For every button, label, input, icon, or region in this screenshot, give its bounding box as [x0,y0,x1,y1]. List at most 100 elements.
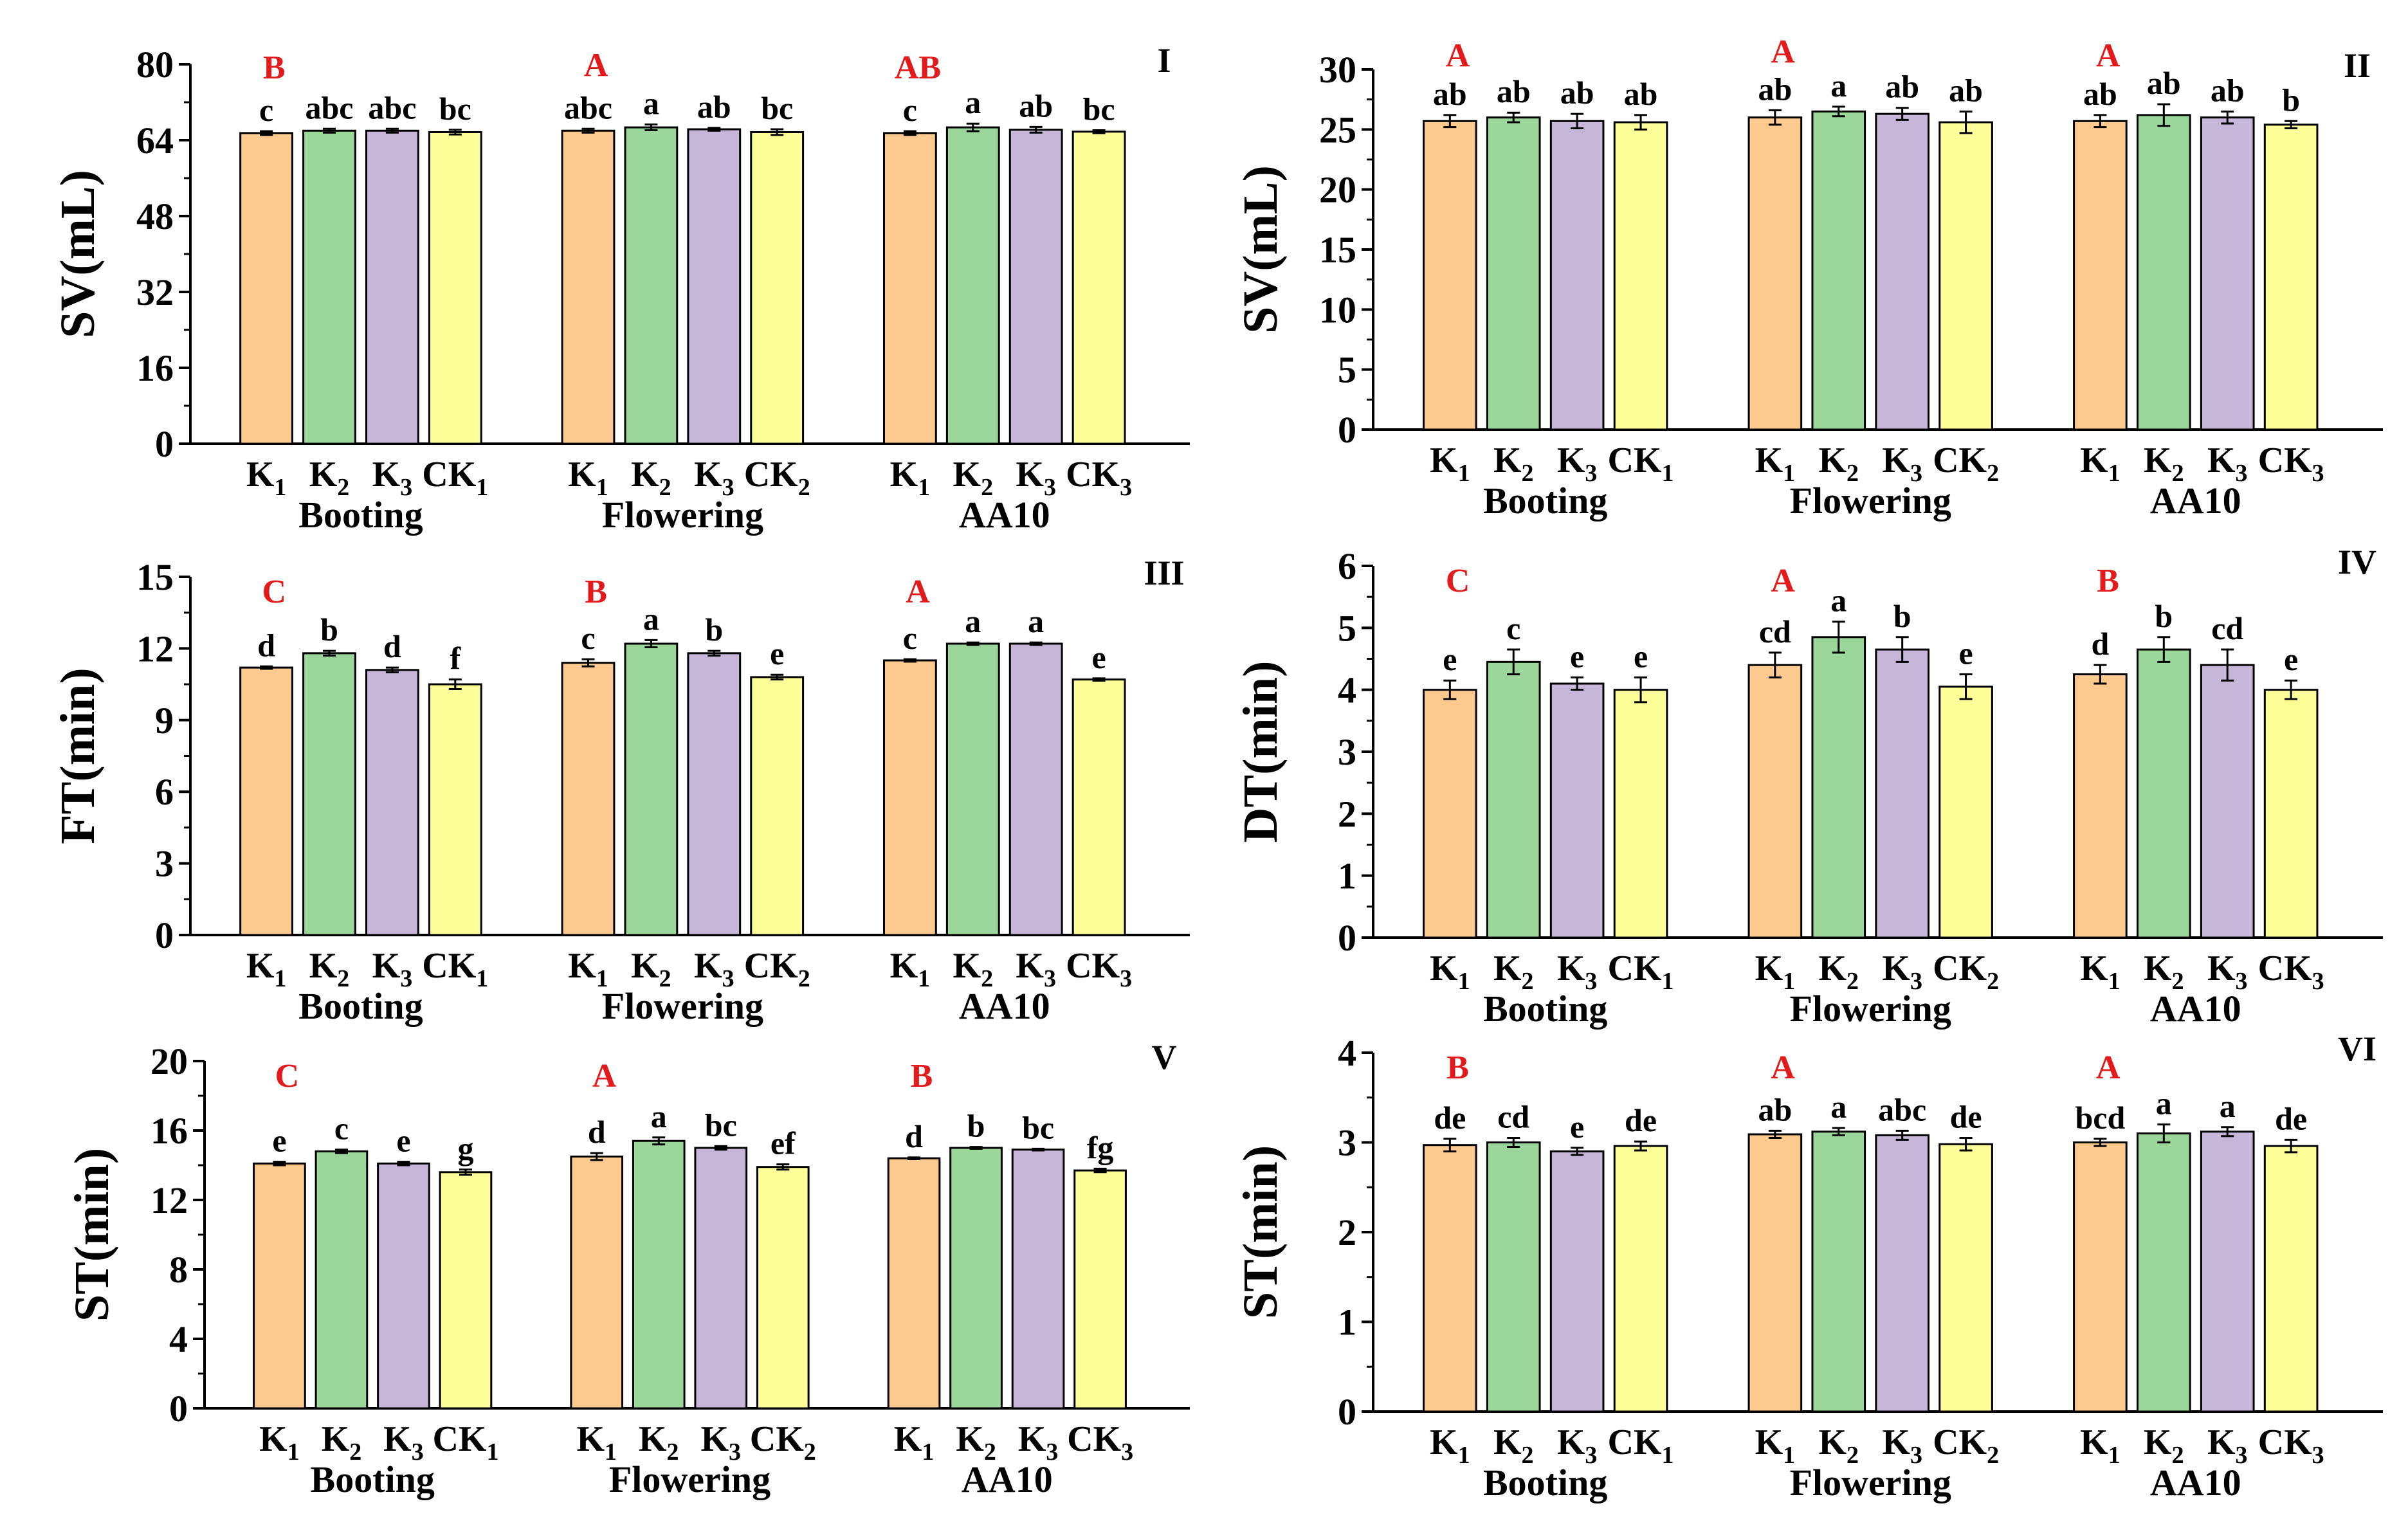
significance-letter: a [2156,1085,2172,1122]
y-tick-label: 4 [1338,669,1356,711]
category-label: K1 [1430,949,1470,995]
bar-booting-1 [239,666,294,936]
y-axis-title: ST(min) [65,1148,119,1322]
category-label: CK2 [744,946,810,992]
significance-letter: g [457,1131,473,1167]
category-label: K1 [2080,441,2121,487]
y-tick-label: 4 [169,1318,188,1360]
panel-id-label: II [2344,46,2371,85]
category-label: K2 [2144,949,2184,995]
bar-flowering-2 [624,126,679,445]
panel-id-label: I [1157,41,1171,80]
y-tick-label: 10 [1319,289,1356,331]
group-significance-letter: A [1446,37,1470,74]
significance-letter: a [965,603,981,639]
bar-flowering-4 [750,131,805,445]
bar-booting-4 [1613,1145,1668,1413]
y-tick-label: 16 [150,1110,188,1152]
bar-flowering-3 [687,652,742,936]
significance-letter: cd [1759,613,1791,649]
bar-booting-2 [315,1150,369,1410]
y-tick-label: 6 [1338,545,1356,587]
panel-I: 01632486480SV(mL)IcK1abcK2abcK3bcCK1Boot… [51,41,1190,536]
panel-id-label: V [1152,1038,1177,1076]
significance-letter: e [770,635,784,671]
category-label: CK3 [2258,1422,2324,1469]
category-label: K2 [953,946,994,992]
significance-letter: bc [705,1107,737,1143]
bar-flowering-4 [1938,121,1993,431]
category-label: K3 [1882,949,1922,995]
bar-flowering-3 [1875,648,1930,939]
group-significance-letter: A [1771,1049,1795,1086]
y-tick-label: 20 [150,1040,188,1082]
group-significance-letter: B [1446,1049,1469,1086]
bar-booting-2 [1486,660,1541,939]
significance-letter: a [1830,68,1847,104]
bar-flowering-1 [1747,664,1803,939]
significance-letter: bc [439,91,471,127]
y-tick-label: 1 [1338,1302,1356,1343]
category-label: CK1 [422,455,488,501]
bar-flowering-4 [1938,1143,1993,1413]
category-label: K3 [1018,1419,1059,1466]
category-label: CK1 [422,946,488,992]
significance-letter: e [1443,641,1457,677]
y-tick-label: 80 [136,44,174,86]
category-label: CK3 [2258,441,2324,487]
bar-flowering-3 [687,128,742,445]
bar-flowering-1 [561,662,616,936]
bar-flowering-4 [1938,686,1993,939]
category-label: K2 [1818,949,1859,995]
category-label: K1 [2080,1422,2121,1469]
significance-letter: de [2275,1100,2307,1136]
y-tick-label: 9 [155,700,174,741]
significance-letter: d [257,627,275,663]
category-label: CK2 [750,1419,816,1466]
significance-letter: e [1570,638,1584,674]
significance-letter: a [643,86,659,122]
category-label: K2 [956,1419,996,1466]
panel-II: 051015202530SV(mL)IIabK1abK2abK3abCK1Boo… [1234,34,2383,522]
group-significance-letter: A [906,574,930,610]
significance-letter: c [334,1111,349,1147]
group-significance-letter: C [1446,563,1470,599]
group-label-aa10: AA10 [959,494,1050,536]
group-significance-letter: AB [895,50,941,86]
significance-letter: d [588,1114,606,1150]
y-axis-title: SV(mL) [1234,165,1288,334]
significance-letter: a [1028,603,1044,639]
bar-flowering-3 [1875,113,1930,431]
category-label: K3 [1016,455,1056,501]
category-label: CK3 [1067,1419,1133,1466]
category-label: K3 [700,1419,741,1466]
y-tick-label: 5 [1338,607,1356,649]
category-label: K3 [1557,1422,1598,1469]
group-label-flowering: Flowering [1790,480,1951,522]
category-label: CK2 [1933,949,1999,995]
significance-letter: bc [761,90,793,126]
significance-letter: bc [1022,1109,1054,1145]
category-label: CK1 [1608,949,1674,995]
bar-booting-3 [377,1162,430,1410]
y-tick-label: 12 [150,1179,188,1221]
category-label: K1 [890,946,931,992]
category-label: CK3 [1066,455,1132,501]
bar-booting-4 [439,1171,493,1410]
bar-flowering-1 [570,1156,624,1410]
group-label-booting: Booting [298,494,423,536]
y-tick-label: 6 [155,771,174,813]
y-tick-label: 15 [1319,229,1356,271]
significance-letter: e [272,1123,286,1159]
y-tick-label: 8 [169,1249,188,1291]
category-label: K1 [259,1419,300,1466]
significance-letter: c [259,92,273,128]
significance-letter: ab [1949,72,1983,108]
category-label: K3 [372,455,413,501]
y-tick-label: 0 [1338,409,1356,451]
category-label: K3 [372,946,413,992]
group-significance-letter: B [2097,563,2119,599]
category-label: K1 [568,946,608,992]
